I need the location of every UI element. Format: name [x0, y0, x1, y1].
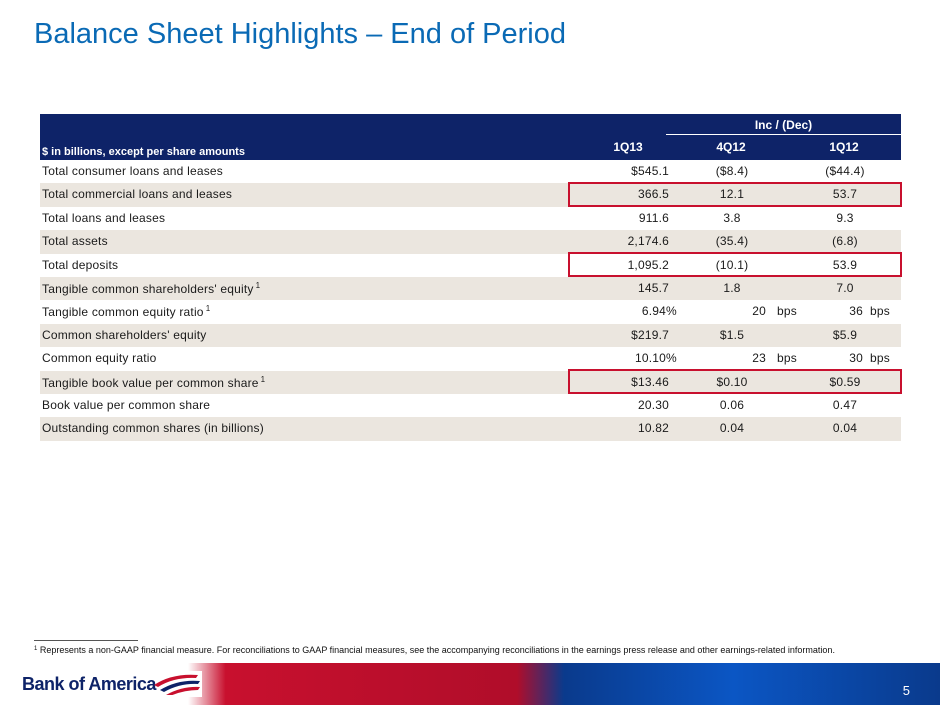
value-4q12: $0.10 [716, 374, 748, 389]
unit-1q12: bps [870, 351, 890, 366]
row-label: Tangible common equity ratio 1 [42, 304, 211, 320]
highlight-box-commercial-loans [568, 182, 902, 207]
value-4q12: 1.8 [723, 280, 741, 295]
value-1q13: 10.10 [634, 351, 666, 366]
value-1q13: 145.7 [637, 280, 669, 295]
value-4q12: $1.5 [719, 327, 745, 342]
table-row: Book value per common share 20.30 0.06 0.47 [40, 394, 901, 417]
table-row: Tangible common shareholders' equity 1 145… [40, 276, 901, 301]
column-header-1q13: 1Q13 [613, 140, 643, 154]
row-label: Total loans and leases [42, 210, 166, 225]
value-1q13: 20.30 [637, 397, 669, 412]
value-1q13: $13.46 [631, 374, 669, 389]
value-1q12: $0.59 [829, 374, 861, 389]
value-1q13: 911.6 [638, 210, 669, 225]
table-row: Outstanding common shares (in billions) 1… [40, 417, 901, 441]
value-1q12: 53.7 [832, 187, 858, 202]
footnote: 1 Represents a non-GAAP financial measur… [34, 645, 835, 655]
unit-1q13: % [666, 351, 677, 366]
row-label: Total deposits [42, 257, 119, 272]
value-4q12: (10.1) [715, 257, 749, 272]
table-row: Common equity ratio 10.10% 23 bps 30 bps [40, 347, 901, 370]
value-1q13: 10.82 [637, 421, 669, 436]
value-4q12: ($8.4) [715, 164, 749, 178]
value-1q13: $219.7 [631, 327, 669, 342]
table-row: Total loans and leases 911.6 3.8 9.3 [40, 207, 901, 230]
highlight-box-tangible-book-value [568, 369, 902, 394]
value-1q13: 2,174.6 [627, 234, 669, 249]
page-number: 5 [902, 683, 910, 698]
row-label: Common shareholders' equity [42, 327, 207, 342]
row-label: Total commercial loans and leases [42, 187, 233, 202]
value-4q12: (35.4) [715, 234, 749, 249]
value-4q12: 12.1 [719, 187, 745, 202]
units-label: $ in billions, except per share amounts [42, 146, 245, 158]
value-1q12: 0.47 [832, 397, 858, 412]
row-label: Common equity ratio [42, 351, 157, 366]
table-row: Total consumer loans and leases $545.1 ($8… [40, 160, 901, 183]
balance-sheet-table: $ in billions, except per share amounts … [40, 114, 902, 441]
row-label: Outstanding common shares (in billions) [42, 421, 264, 436]
table-row: Total deposits 1,095.2 (10.1) 53.9 [40, 254, 901, 277]
inc-dec-label: Inc / (Dec) [754, 118, 813, 132]
page-title: Balance Sheet Highlights – End of Period [34, 18, 567, 50]
row-label: Tangible book value per common share 1 [42, 374, 266, 390]
logo-text: Bank of America [22, 674, 156, 694]
footnote-divider [34, 640, 138, 641]
value-1q12: 53.9 [832, 257, 858, 272]
footnote-text: Represents a non-GAAP financial measure.… [37, 645, 835, 655]
unit-1q13: % [666, 304, 677, 319]
row-label: Total assets [42, 234, 108, 249]
value-1q12: 7.0 [836, 280, 854, 295]
row-label: Book value per common share [42, 397, 211, 412]
bank-of-america-logo: Bank of America [22, 671, 202, 697]
value-1q12: $5.9 [832, 327, 858, 342]
value-4q12: 20 [752, 304, 766, 319]
value-4q12: 0.04 [719, 421, 745, 436]
value-1q12: (6.8) [832, 234, 858, 249]
value-1q12: 9.3 [836, 210, 854, 225]
table-body: Total consumer loans and leases $545.1 ($8… [40, 160, 901, 441]
inc-dec-underline [666, 134, 901, 135]
value-4q12: 3.8 [723, 210, 741, 225]
table-row: Tangible book value per common share 1 $13… [40, 370, 901, 394]
value-1q13: 6.94 [641, 304, 666, 319]
table-row: Total assets 2,174.6 (35.4) (6.8) [40, 230, 901, 254]
column-header-4q12: 4Q12 [716, 140, 746, 154]
unit-4q12: bps [777, 351, 797, 366]
unit-4q12: bps [777, 304, 797, 319]
unit-1q12: bps [870, 304, 890, 319]
footnote-marker: 1 [34, 646, 38, 652]
value-1q13: 1,095.2 [627, 257, 669, 272]
value-1q12: 36 [849, 304, 863, 319]
row-label: Total consumer loans and leases [42, 164, 223, 178]
table-row: Total commercial loans and leases 366.5 12… [40, 183, 901, 207]
value-4q12: 0.06 [719, 397, 745, 412]
value-1q13: $545.1 [631, 164, 669, 178]
flag-icon [154, 674, 200, 695]
value-1q12: 0.04 [832, 421, 858, 436]
table-row: Common shareholders' equity $219.7 $1.5 $5.… [40, 323, 901, 348]
row-label: Tangible common shareholders' equity 1 [42, 280, 261, 296]
highlight-box-total-deposits [568, 252, 902, 277]
value-1q12: 30 [849, 351, 863, 366]
value-4q12: 23 [752, 351, 766, 366]
column-header-1q12: 1Q12 [829, 140, 859, 154]
table-row: Tangible common equity ratio 1 6.94% 20 bps 3… [40, 300, 901, 323]
table-header: $ in billions, except per share amounts … [40, 114, 901, 160]
value-1q13: 366.5 [637, 187, 669, 202]
value-1q12: ($44.4) [825, 164, 865, 178]
